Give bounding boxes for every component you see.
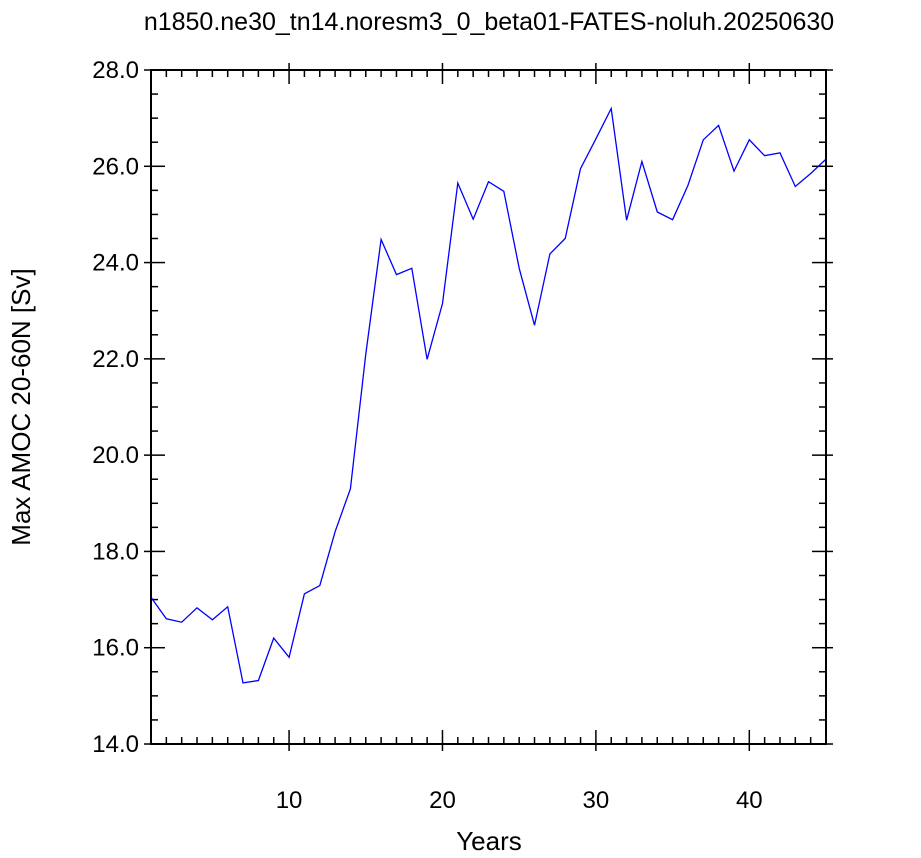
y-tick-label: 24.0 (92, 250, 139, 277)
x-tick-label: 10 (276, 787, 303, 814)
x-tick-label: 40 (736, 787, 763, 814)
y-tick-label: 28.0 (92, 57, 139, 84)
axis-tick-labels: 10 20 30 40 14.0 16.0 18.0 20.0 22.0 24.0 26.0 28.0 (92, 57, 762, 814)
axis-ticks (144, 63, 833, 751)
y-tick-label: 18.0 (92, 538, 139, 565)
y-tick-label: 22.0 (92, 346, 139, 373)
x-tick-label: 30 (583, 787, 610, 814)
y-tick-label: 26.0 (92, 153, 139, 180)
x-axis-label: Years (456, 826, 522, 856)
y-axis-label: Max AMOC 20-60N [Sv] (6, 268, 36, 545)
y-tick-label: 16.0 (92, 635, 139, 662)
y-tick-label: 14.0 (92, 731, 139, 758)
series-line (150, 106, 827, 684)
x-tick-label: 20 (429, 787, 456, 814)
chart-title: n1850.ne30_tn14.noresm3_0_beta01-FATES-n… (144, 8, 834, 36)
plot-frame (150, 69, 827, 745)
y-tick-label: 20.0 (92, 442, 139, 469)
